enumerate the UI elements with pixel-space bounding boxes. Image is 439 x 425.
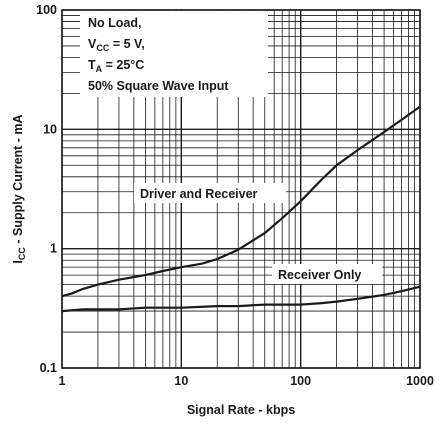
y-tick-label: 100 <box>36 3 57 17</box>
y-tick-labels: 0.1 1 10 100 <box>36 3 57 375</box>
x-tick-label: 1000 <box>406 374 434 388</box>
y-tick-label: 1 <box>50 242 57 256</box>
condition-no-load: No Load, <box>88 16 141 30</box>
x-tick-label: 100 <box>290 374 311 388</box>
receiver-only-label: Receiver Only <box>278 268 361 282</box>
x-tick-labels: 1 10 100 1000 <box>59 374 434 388</box>
y-tick-label: 0.1 <box>40 361 57 375</box>
receiver-only-line <box>62 287 420 311</box>
condition-square-wave: 50% Square Wave Input <box>88 79 229 93</box>
x-tick-label: 10 <box>174 374 188 388</box>
driver-receiver-label: Driver and Receiver <box>140 187 258 201</box>
x-tick-label: 1 <box>59 374 66 388</box>
y-tick-label: 10 <box>43 122 57 136</box>
y-axis-title: ICC - Supply Current - mA <box>11 114 27 263</box>
x-axis-title: Signal Rate - kbps <box>187 403 295 417</box>
